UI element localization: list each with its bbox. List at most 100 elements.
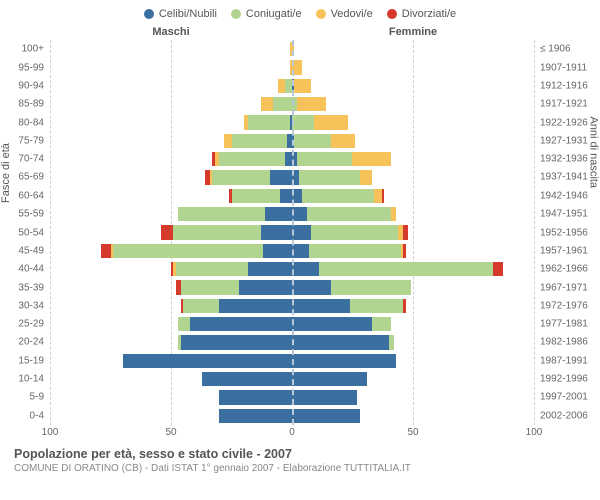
- segment-single: [292, 207, 307, 221]
- segment-married: [176, 262, 249, 276]
- age-tick: 100+: [21, 44, 44, 55]
- bar-male: [212, 152, 292, 166]
- segment-single: [265, 207, 292, 221]
- segment-single: [219, 409, 292, 423]
- center-line: [292, 40, 294, 425]
- segment-single: [292, 409, 360, 423]
- birth-tick: 1927-1931: [540, 135, 588, 146]
- segment-single: [292, 317, 372, 331]
- birth-tick: 2002-2006: [540, 410, 588, 421]
- segment-single: [202, 372, 292, 386]
- segment-single: [292, 244, 309, 258]
- legend: Celibi/NubiliConiugati/eVedovi/eDivorzia…: [0, 0, 600, 20]
- bar-female: [292, 372, 367, 386]
- bar-female: [292, 97, 326, 111]
- bar-male: [202, 372, 292, 386]
- segment-married: [292, 115, 314, 129]
- segment-widowed: [391, 207, 396, 221]
- bar-male: [178, 207, 292, 221]
- age-tick: 45-49: [18, 245, 44, 256]
- bar-female: [292, 170, 372, 184]
- bar-male: [224, 134, 292, 148]
- segment-married: [232, 189, 280, 203]
- bar-female: [292, 409, 360, 423]
- age-tick: 75-79: [18, 135, 44, 146]
- segment-married: [178, 317, 190, 331]
- bar-female: [292, 244, 406, 258]
- birth-tick: ≤ 1906: [540, 44, 571, 55]
- age-tick: 5-9: [30, 392, 44, 403]
- bar-female: [292, 354, 396, 368]
- segment-single: [219, 299, 292, 313]
- label-female: Femmine: [292, 26, 534, 38]
- x-tick: 100: [42, 427, 59, 438]
- bar-male: [171, 262, 292, 276]
- age-tick: 95-99: [18, 62, 44, 73]
- bar-female: [292, 335, 394, 349]
- x-tick: 50: [407, 427, 418, 438]
- birth-tick: 1967-1971: [540, 282, 588, 293]
- birth-tick: 1952-1956: [540, 227, 588, 238]
- bar-male: [101, 244, 292, 258]
- segment-single: [292, 262, 319, 276]
- segment-single: [190, 317, 292, 331]
- segment-married: [219, 152, 284, 166]
- segment-single: [292, 372, 367, 386]
- birth-tick: 1937-1941: [540, 172, 588, 183]
- segment-married: [178, 207, 265, 221]
- segment-single: [285, 152, 292, 166]
- segment-single: [263, 244, 292, 258]
- age-tick: 85-89: [18, 99, 44, 110]
- segment-divorced: [403, 299, 405, 313]
- bar-male: [261, 97, 292, 111]
- birth-tick: 1922-1926: [540, 117, 588, 128]
- birth-tick: 1932-1936: [540, 154, 588, 165]
- bar-male: [205, 170, 292, 184]
- age-tick: 80-84: [18, 117, 44, 128]
- birth-tick: 1907-1911: [540, 62, 587, 73]
- bar-female: [292, 134, 355, 148]
- bar-female: [292, 280, 411, 294]
- chart-area: Fasce di età 100+95-9990-9485-8980-8475-…: [0, 40, 600, 425]
- birth-tick: 1912-1916: [540, 80, 588, 91]
- segment-divorced: [101, 244, 111, 258]
- birth-tick: 1957-1961: [540, 245, 588, 256]
- segment-married: [389, 335, 394, 349]
- segment-divorced: [403, 244, 405, 258]
- segment-divorced: [493, 262, 503, 276]
- birth-tick: 1992-1996: [540, 374, 588, 385]
- birth-tick: 1977-1981: [540, 319, 588, 330]
- age-tick: 50-54: [18, 227, 44, 238]
- segment-widowed: [374, 189, 381, 203]
- footer-title: Popolazione per età, sesso e stato civil…: [14, 447, 600, 461]
- bar-male: [181, 299, 292, 313]
- age-tick: 40-44: [18, 264, 44, 275]
- plot: [50, 40, 534, 425]
- legend-swatch: [316, 9, 326, 19]
- segment-married: [248, 115, 289, 129]
- segment-married: [331, 280, 411, 294]
- bar-female: [292, 299, 406, 313]
- birth-tick: 1942-1946: [540, 190, 588, 201]
- age-tick: 60-64: [18, 190, 44, 201]
- legend-label: Divorziati/e: [402, 8, 456, 20]
- age-tick: 30-34: [18, 300, 44, 311]
- legend-label: Vedovi/e: [331, 8, 373, 20]
- segment-married: [173, 225, 260, 239]
- segment-single: [261, 225, 292, 239]
- segment-single: [292, 280, 331, 294]
- segment-widowed: [360, 170, 372, 184]
- segment-single: [181, 335, 292, 349]
- segment-married: [372, 317, 391, 331]
- bar-female: [292, 115, 348, 129]
- bar-male: [244, 115, 292, 129]
- segment-married: [311, 225, 398, 239]
- footer: Popolazione per età, sesso e stato civil…: [0, 441, 600, 474]
- segment-widowed: [294, 79, 311, 93]
- segment-widowed: [352, 152, 391, 166]
- age-tick: 35-39: [18, 282, 44, 293]
- legend-item: Vedovi/e: [316, 8, 373, 20]
- segment-married: [183, 299, 219, 313]
- legend-item: Divorziati/e: [387, 8, 456, 20]
- age-tick: 0-4: [30, 410, 44, 421]
